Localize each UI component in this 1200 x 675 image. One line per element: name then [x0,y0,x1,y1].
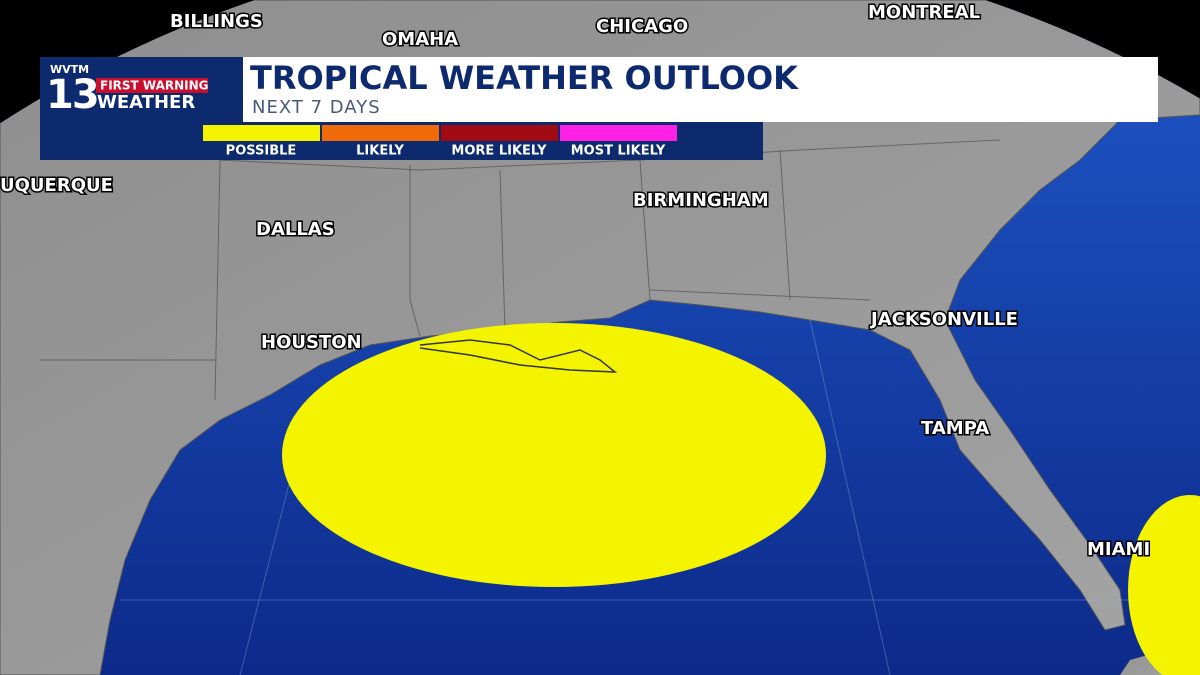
legend-label: MORE LIKELY [451,144,547,159]
city-label: MIAMI [1087,539,1150,560]
title: TROPICAL WEATHER OUTLOOK [250,59,799,97]
logo-station: WVTM [50,63,89,76]
logo-badge: FIRST WARNING [100,79,209,93]
legend-label: LIKELY [356,144,404,159]
legend-label: POSSIBLE [226,144,297,159]
city-label: BILLINGS [170,11,263,32]
logo-number: 13 [46,72,98,118]
logo-name: WEATHER [97,92,195,113]
logo-box [40,57,243,160]
legend-swatch [322,125,439,141]
city-label: DALLAS [256,219,335,240]
legend-swatch [441,125,558,141]
subtitle: NEXT 7 DAYS [252,97,381,118]
legend-label: MOST LIKELY [571,144,666,159]
graticule [120,319,1150,675]
legend: POSSIBLE LIKELY MORE LIKELY MOST LIKELY [203,125,677,159]
state-borders [40,139,1001,401]
city-label: UQUERQUE [0,175,113,196]
city-label: MONTREAL [868,2,980,23]
coastline [419,339,618,373]
city-label: HOUSTON [261,332,362,353]
city-labels: BILLINGS OMAHA CHICAGO MONTREAL UQUERQUE DALL… [0,1,1152,562]
legend-swatch [560,125,677,141]
outlook-area [282,323,826,587]
city-label: BIRMINGHAM [633,190,769,211]
legend-swatch [203,125,320,141]
city-label: OMAHA [382,29,458,50]
title-bar [243,57,1158,122]
city-label: TAMPA [921,418,989,439]
outlook-area [1128,495,1200,675]
logo-badge-bg [96,78,208,93]
city-label: JACKSONVILLE [869,309,1018,330]
city-label: CHICAGO [596,16,688,37]
